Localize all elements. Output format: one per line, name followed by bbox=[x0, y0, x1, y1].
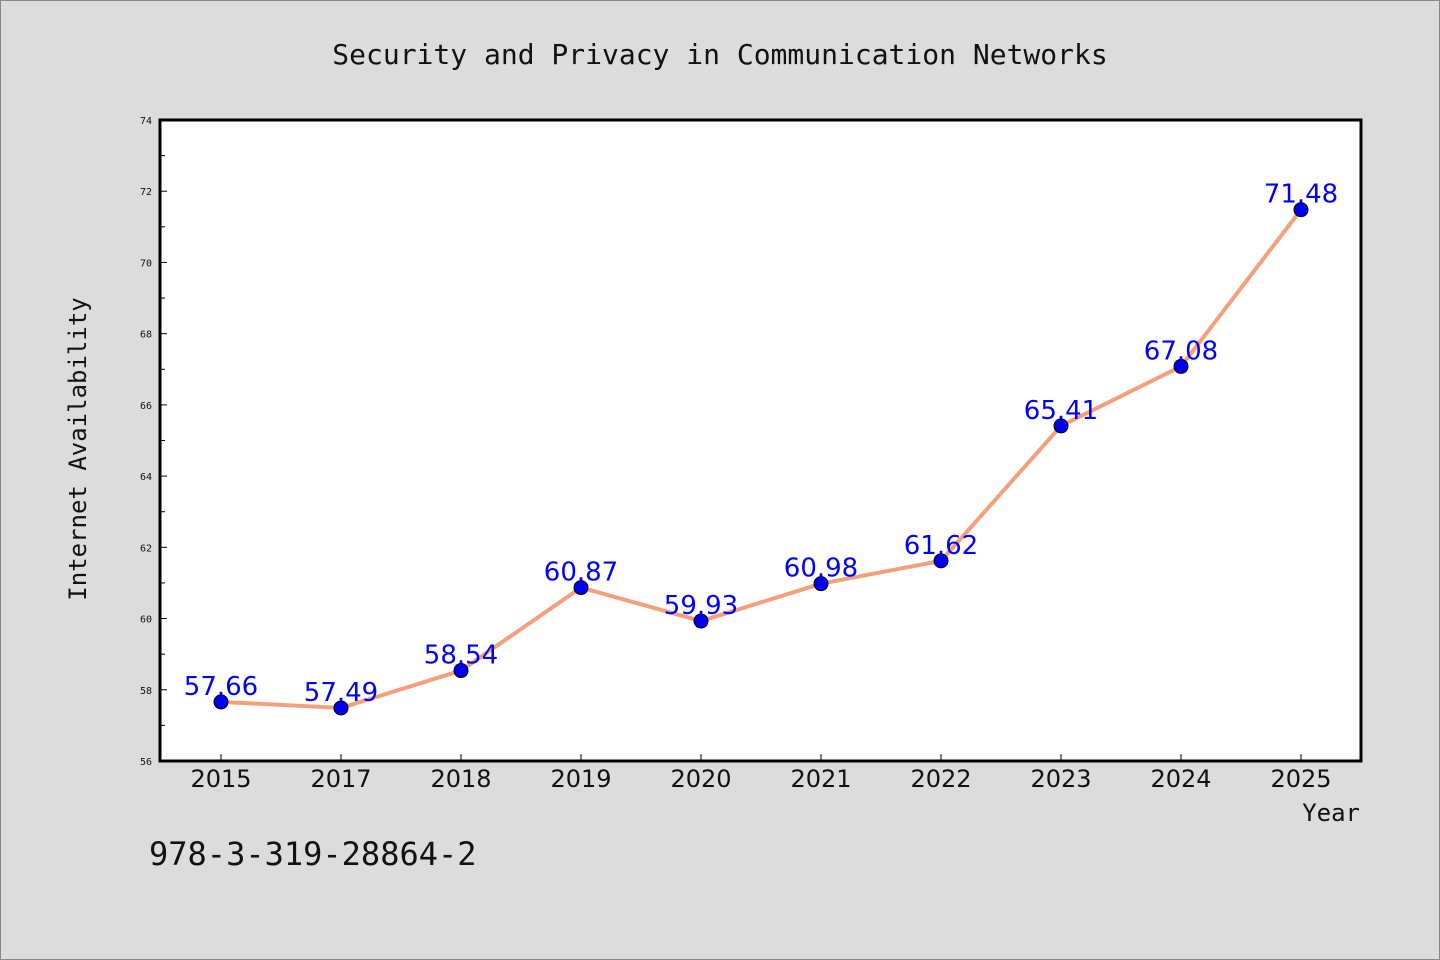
x-tick-label: 2021 bbox=[790, 765, 851, 793]
data-label: 59.93 bbox=[664, 591, 738, 621]
x-tick-label: 2015 bbox=[190, 765, 251, 793]
x-tick-label: 2019 bbox=[550, 765, 611, 793]
data-point bbox=[333, 700, 349, 716]
data-point bbox=[693, 613, 709, 629]
y-tick-label: 74 bbox=[140, 116, 152, 127]
isbn-footer: 978-3-319-28864-2 bbox=[149, 835, 477, 873]
data-label: 61.62 bbox=[904, 531, 978, 561]
y-tick-label: 60 bbox=[140, 615, 152, 626]
y-tick-label: 68 bbox=[140, 330, 152, 341]
data-label: 57.66 bbox=[184, 672, 258, 702]
data-label: 71.48 bbox=[1264, 180, 1338, 210]
plot-area bbox=[158, 118, 1363, 763]
y-tick-label: 56 bbox=[140, 757, 152, 768]
x-axis: 2015 2017 2018 2019 2020 2021 2022 2023 2024 2025 bbox=[190, 754, 1332, 793]
data-label: 67.08 bbox=[1144, 336, 1218, 366]
x-tick-label: 2025 bbox=[1270, 765, 1331, 793]
chart-title: Security and Privacy in Communication Ne… bbox=[332, 38, 1107, 71]
data-label: 58.54 bbox=[424, 641, 498, 671]
x-tick-label: 2022 bbox=[910, 765, 971, 793]
y-axis: 56 58 60 62 64 66 68 70 72 74 bbox=[140, 116, 167, 768]
x-tick-label: 2017 bbox=[310, 765, 371, 793]
series-line bbox=[220, 208, 1303, 710]
y-tick-label: 62 bbox=[140, 543, 152, 554]
data-point bbox=[1173, 358, 1189, 374]
data-point bbox=[813, 576, 829, 592]
data-label: 60.98 bbox=[784, 554, 858, 584]
data-series: 57.66 57.49 58.54 60.87 59.93 60.98 61.62 65.41… bbox=[184, 180, 1338, 716]
y-tick-label: 58 bbox=[140, 686, 152, 697]
data-point bbox=[1053, 418, 1069, 434]
data-label: 60.87 bbox=[544, 558, 618, 588]
data-point bbox=[573, 580, 589, 596]
data-label: 65.41 bbox=[1024, 396, 1098, 426]
y-tick-label: 70 bbox=[140, 258, 152, 269]
x-tick-label: 2020 bbox=[670, 765, 731, 793]
x-tick-label: 2023 bbox=[1030, 765, 1091, 793]
x-tick-label: 2024 bbox=[1150, 765, 1211, 793]
y-tick-label: 72 bbox=[140, 187, 152, 198]
data-point bbox=[453, 663, 469, 679]
data-label: 57.49 bbox=[304, 678, 378, 708]
data-point bbox=[1293, 202, 1309, 218]
data-point bbox=[213, 694, 229, 710]
y-axis-label: Internet Availability bbox=[64, 297, 92, 600]
y-tick-label: 64 bbox=[140, 472, 152, 483]
data-point bbox=[933, 553, 949, 569]
x-axis-label: Year bbox=[1302, 799, 1360, 827]
y-tick-label: 66 bbox=[140, 401, 152, 412]
x-tick-label: 2018 bbox=[430, 765, 491, 793]
